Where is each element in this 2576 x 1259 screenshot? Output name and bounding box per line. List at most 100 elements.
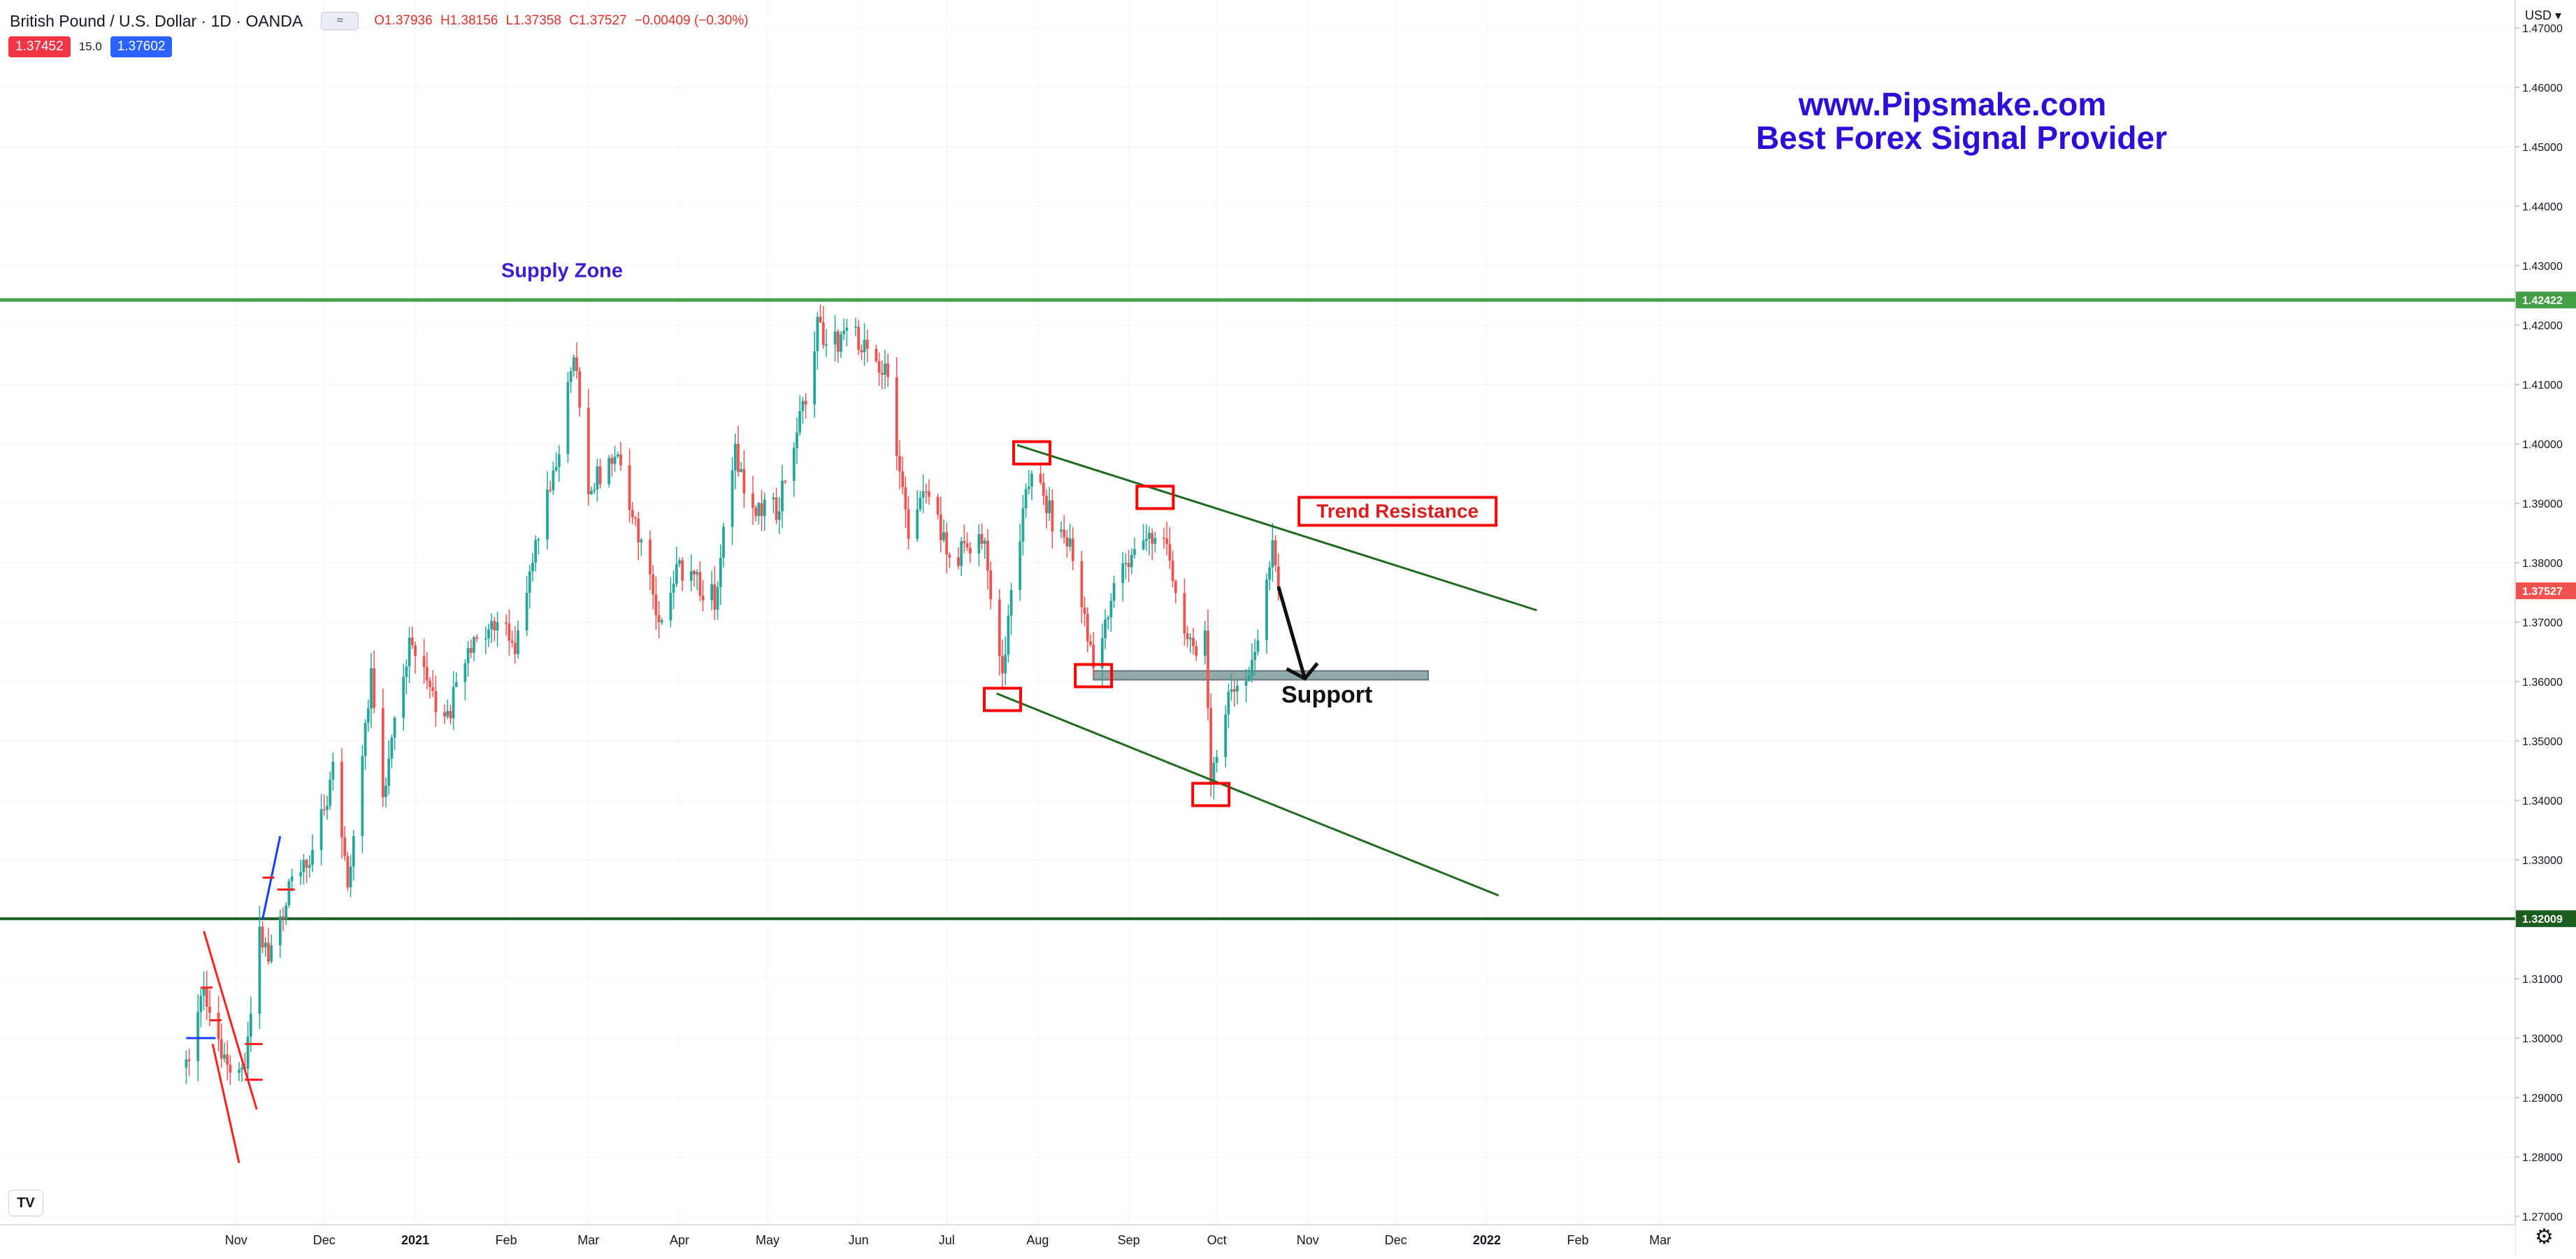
candle[interactable] — [525, 575, 528, 636]
tradingview-logo-icon[interactable]: TV — [8, 1190, 43, 1216]
candle[interactable] — [710, 570, 714, 611]
candle[interactable] — [681, 557, 684, 591]
candle[interactable] — [631, 502, 634, 524]
candle[interactable] — [264, 937, 267, 957]
candle[interactable] — [1142, 524, 1145, 551]
candle[interactable] — [414, 641, 417, 674]
candle[interactable] — [884, 350, 886, 389]
candle[interactable] — [270, 934, 273, 964]
candle[interactable] — [505, 614, 508, 635]
candle[interactable] — [587, 389, 590, 506]
candle[interactable] — [607, 454, 611, 488]
candle[interactable] — [352, 830, 355, 881]
candle[interactable] — [713, 566, 717, 620]
channel-support-line[interactable] — [996, 692, 1499, 897]
candle[interactable] — [596, 459, 599, 502]
candle[interactable] — [763, 492, 766, 531]
candle[interactable] — [278, 909, 282, 958]
candle[interactable] — [1168, 527, 1172, 569]
candle[interactable] — [261, 921, 264, 954]
candle[interactable] — [792, 442, 796, 497]
sell-button[interactable]: 1.37452 — [8, 36, 71, 57]
candle[interactable] — [199, 987, 203, 1028]
candle[interactable] — [1063, 515, 1066, 544]
candle[interactable] — [1080, 550, 1084, 624]
candle[interactable] — [610, 454, 614, 477]
candle[interactable] — [343, 826, 347, 861]
candle[interactable] — [381, 688, 384, 807]
candle[interactable] — [1247, 666, 1251, 682]
candle[interactable] — [613, 445, 617, 472]
candle[interactable] — [616, 452, 619, 459]
candle[interactable] — [361, 744, 364, 854]
candle[interactable] — [1195, 640, 1198, 661]
candle[interactable] — [916, 490, 919, 542]
buy-button[interactable]: 1.37602 — [110, 36, 173, 57]
candle[interactable] — [1186, 626, 1189, 647]
candle[interactable] — [660, 617, 663, 625]
candle[interactable] — [531, 553, 534, 582]
candle[interactable] — [1224, 705, 1228, 768]
support-zone-rect[interactable] — [1093, 670, 1429, 681]
candle[interactable] — [948, 552, 951, 568]
candle[interactable] — [854, 317, 857, 337]
candle[interactable] — [454, 672, 458, 688]
candle[interactable] — [904, 476, 907, 528]
candle[interactable] — [1256, 629, 1260, 656]
candle[interactable] — [366, 699, 370, 732]
candle[interactable] — [936, 494, 940, 519]
candle[interactable] — [598, 459, 602, 489]
candle[interactable] — [329, 771, 332, 810]
candle[interactable] — [552, 461, 555, 495]
candle[interactable] — [308, 855, 311, 878]
candle[interactable] — [429, 677, 431, 699]
candle[interactable] — [1007, 604, 1010, 663]
candle[interactable] — [1148, 526, 1151, 556]
candle[interactable] — [1030, 470, 1033, 501]
candle[interactable] — [901, 456, 905, 495]
candle[interactable] — [678, 557, 681, 568]
candle[interactable] — [1174, 579, 1177, 603]
candle[interactable] — [1051, 489, 1054, 549]
candle[interactable] — [510, 631, 514, 648]
candle[interactable] — [1265, 573, 1268, 654]
candle[interactable] — [185, 1050, 188, 1084]
candle[interactable] — [229, 1055, 232, 1086]
candle[interactable] — [390, 734, 394, 769]
candle[interactable] — [836, 329, 840, 363]
candle[interactable] — [968, 542, 972, 563]
candle[interactable] — [575, 342, 578, 379]
candle[interactable] — [1236, 679, 1239, 705]
candle[interactable] — [1203, 620, 1207, 665]
time-axis[interactable] — [0, 1225, 2515, 1256]
trend-resistance-label-box[interactable] — [1297, 496, 1498, 527]
candle[interactable] — [1171, 550, 1174, 588]
candle[interactable] — [701, 580, 705, 612]
symbol-title[interactable]: British Pound / U.S. Dollar · 1D · OANDA — [10, 11, 303, 30]
candle[interactable] — [408, 627, 411, 684]
candle[interactable] — [886, 353, 890, 387]
candle[interactable] — [754, 505, 758, 521]
candle[interactable] — [452, 671, 455, 730]
candle[interactable] — [549, 480, 552, 494]
candle[interactable] — [1124, 553, 1128, 580]
candle[interactable] — [1183, 578, 1186, 646]
candle[interactable] — [220, 1023, 223, 1068]
candle[interactable] — [860, 344, 863, 361]
candle[interactable] — [980, 523, 984, 549]
candle[interactable] — [226, 1040, 229, 1081]
candle[interactable] — [1212, 756, 1216, 800]
candle[interactable] — [928, 479, 930, 505]
candle[interactable] — [1060, 521, 1063, 538]
candle[interactable] — [1004, 636, 1007, 686]
candle[interactable] — [772, 492, 775, 514]
candle[interactable] — [249, 996, 252, 1052]
candle[interactable] — [240, 1064, 244, 1082]
candle[interactable] — [957, 547, 960, 570]
candle[interactable] — [1207, 609, 1209, 721]
candle[interactable] — [804, 393, 807, 419]
down-arrow-shaft[interactable] — [1276, 586, 1307, 679]
candle[interactable] — [287, 878, 291, 908]
candle[interactable] — [781, 464, 784, 528]
